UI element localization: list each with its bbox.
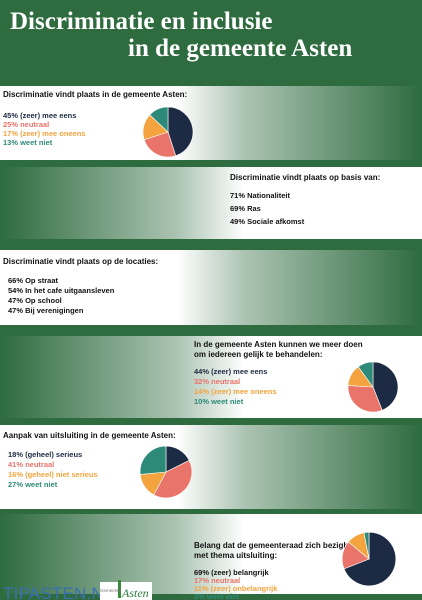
stat-line: 3% weet niet xyxy=(194,592,240,600)
pie-chart xyxy=(142,106,194,158)
stat-line: 45% (zeer) mee eens xyxy=(3,111,77,120)
tipasten-logo[interactable]: TIPASTEN.NL xyxy=(3,584,114,600)
stat-line: 66% Op straat xyxy=(8,276,59,285)
pie-chart xyxy=(341,531,397,587)
pie-slice-teal xyxy=(149,106,169,133)
section-equal-treatment: In de gemeente Asten kunnen we meer doen… xyxy=(0,336,422,418)
section-heading: Aanpak van uitsluiting in de gemeente As… xyxy=(3,431,176,440)
pie-slice-navy xyxy=(372,361,399,411)
pie-slice-red xyxy=(153,460,193,499)
stat-line: 11% (zeer) onbelangrijk xyxy=(194,584,278,593)
stat-line: 18% (geheel) serieus xyxy=(8,450,83,459)
gemeente-logo-mark-icon xyxy=(118,580,121,598)
stat-line: 41% neutraal xyxy=(8,460,55,469)
section-heading: Discriminatie vindt plaats op de locatie… xyxy=(3,257,159,266)
pie-slice-teal xyxy=(363,531,370,560)
stat-line: 16% (geheel) niet serieus xyxy=(8,470,98,479)
section-discrimination-occurs: Discriminatie vindt plaats in de gemeent… xyxy=(0,86,422,160)
stat-line: 69% (zeer) belangrijk xyxy=(194,568,269,577)
stat-line: 17% (zeer) mee oneens xyxy=(3,129,86,138)
pie-slice-navy xyxy=(343,531,397,587)
stat-line: 44% (zeer) mee eens xyxy=(194,367,268,376)
pie-chart xyxy=(139,445,193,499)
section-heading-line-1: Belang dat de gemeenteraad zich bezighou… xyxy=(194,541,366,550)
page-title: Discriminatie en inclusie in de gemeente… xyxy=(0,8,422,62)
section-heading: Discriminatie vindt plaats in de gemeent… xyxy=(3,90,188,99)
section-heading-line-2: met thema uitsluiting: xyxy=(194,551,278,560)
stat-line: 54% In het cafe uitgaansleven xyxy=(8,286,115,295)
pie-chart xyxy=(347,361,399,413)
stat-line: 27% weet niet xyxy=(8,480,58,489)
stat-line: 14% (zeer) mee oneens xyxy=(194,387,277,396)
stat-line: 17% neutraal xyxy=(194,576,241,585)
gemeente-logo-small-text: Gemeente xyxy=(100,588,122,593)
stat-line: 69% Ras xyxy=(230,204,261,213)
stat-line: 13% weet niet xyxy=(3,138,53,147)
pie-slice-navy xyxy=(167,106,194,157)
stat-line: 49% Sociale afkomst xyxy=(230,217,305,226)
section-exclusion-approach: Aanpak van uitsluiting in de gemeente As… xyxy=(0,425,422,509)
pie-slice-red xyxy=(347,385,383,413)
title-line-2: in de gemeente Asten xyxy=(128,35,353,62)
stat-line: 71% Nationaliteit xyxy=(230,191,291,200)
stat-line: 25% neutraal xyxy=(3,120,50,129)
section-discrimination-basis: Discriminatie vindt plaats op basis van:… xyxy=(0,167,422,239)
stat-line: 47% Op school xyxy=(8,296,62,305)
section-discrimination-locations: Discriminatie vindt plaats op de locatie… xyxy=(0,250,422,325)
stat-line: 10% weet niet xyxy=(194,397,244,406)
stat-line: 47% Bij verenigingen xyxy=(8,306,84,315)
section-heading: Discriminatie vindt plaats op basis van: xyxy=(230,173,381,182)
stat-line: 32% neutraal xyxy=(194,377,241,386)
pie-slice-teal xyxy=(357,361,374,388)
title-line-1: Discriminatie en inclusie xyxy=(10,8,273,35)
pie-slice-red xyxy=(143,131,177,158)
gemeente-asten-logo xyxy=(100,582,152,600)
gemeente-logo-name: Asten xyxy=(122,586,149,600)
section-heading-line-1: In de gemeente Asten kunnen we meer doen xyxy=(194,340,363,349)
section-council-importance: Belang dat de gemeenteraad zich bezighou… xyxy=(0,514,422,600)
section-heading-line-2: om iedereen gelijk te behandelen: xyxy=(194,350,323,359)
pie-slice-teal xyxy=(139,445,167,475)
